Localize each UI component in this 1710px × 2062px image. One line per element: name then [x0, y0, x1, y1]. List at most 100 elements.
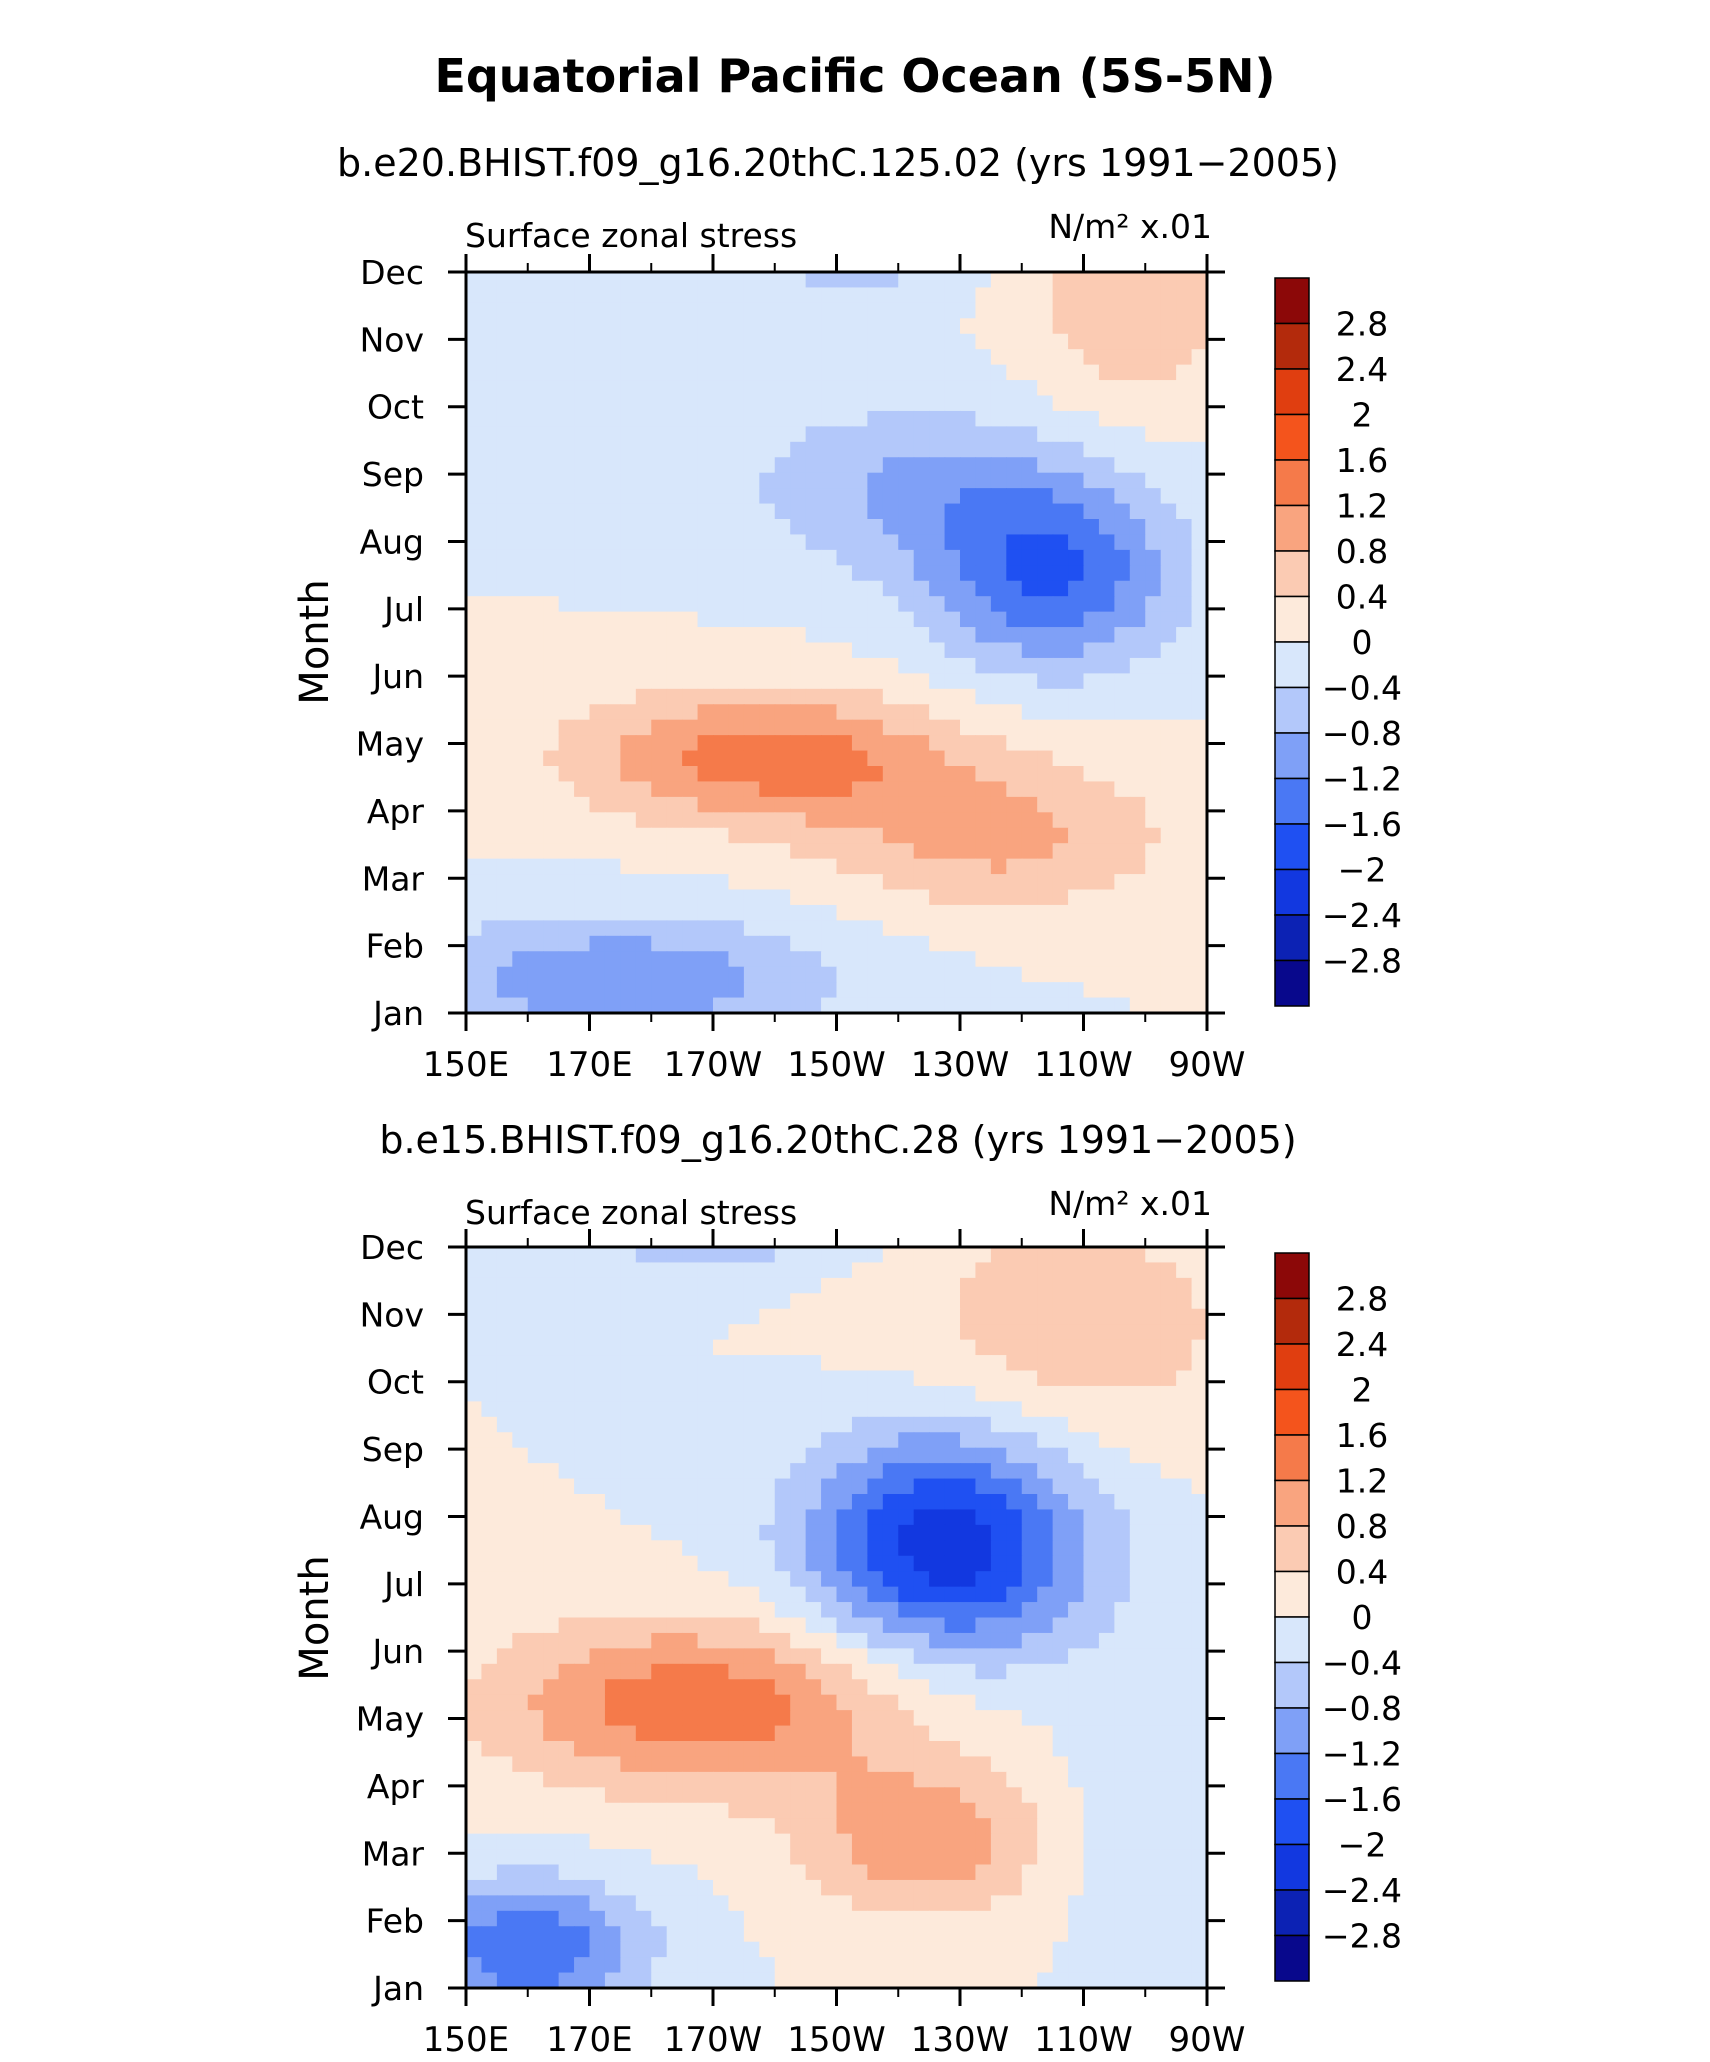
contour-cell — [574, 549, 591, 566]
contour-cell — [466, 766, 483, 783]
contour-cell — [728, 1957, 745, 1974]
colorbar-label: −1.6 — [1322, 805, 1402, 844]
contour-cell — [1006, 1355, 1023, 1372]
contour-cell — [682, 1910, 699, 1927]
contour-cell — [496, 1277, 513, 1294]
contour-cell — [836, 889, 853, 906]
contour-cell — [635, 1818, 652, 1835]
contour-cell — [1129, 843, 1146, 860]
colorbar-box — [1274, 641, 1310, 689]
contour-cell — [1037, 735, 1054, 752]
contour-cell — [882, 1663, 899, 1680]
contour-cell — [1052, 503, 1069, 520]
contour-cell — [512, 1756, 529, 1773]
contour-cell — [1006, 534, 1023, 551]
contour-cell — [1021, 1710, 1038, 1727]
contour-cell — [851, 1818, 868, 1835]
contour-cell — [960, 1524, 977, 1541]
contour-cell — [1114, 1247, 1131, 1264]
contour-cell — [635, 1679, 652, 1696]
contour-cell — [496, 1926, 513, 1943]
contour-cell — [1191, 1648, 1208, 1665]
contour-cell — [1006, 1632, 1023, 1649]
contour-cell — [975, 688, 992, 705]
contour-cell — [620, 472, 637, 489]
contour-cell — [1129, 596, 1146, 613]
contour-cell — [882, 364, 899, 381]
contour-cell — [975, 1648, 992, 1665]
contour-cell — [635, 534, 652, 551]
contour-cell — [543, 1648, 560, 1665]
contour-cell — [821, 395, 838, 412]
contour-cell — [697, 302, 714, 319]
contour-cell — [1052, 1293, 1069, 1310]
contour-cell — [481, 1262, 498, 1279]
contour-cell — [589, 735, 606, 752]
contour-cell — [1129, 1771, 1146, 1788]
contour-cell — [851, 1555, 868, 1572]
contour-cell — [651, 1617, 668, 1634]
contour-cell — [1068, 1602, 1085, 1619]
contour-cell — [527, 719, 544, 736]
contour-cell — [1083, 1741, 1100, 1758]
contour-cell — [1068, 1787, 1085, 1804]
contour-cell — [574, 997, 591, 1014]
contour-cell — [1129, 1447, 1146, 1464]
contour-cell — [666, 488, 683, 505]
contour-cell — [836, 287, 853, 304]
contour-cell — [851, 580, 868, 597]
contour-cell — [604, 1355, 621, 1372]
contour-cell — [790, 1648, 807, 1665]
contour-cell — [913, 1756, 930, 1773]
contour-cell — [805, 966, 822, 983]
contour-cell — [604, 951, 621, 968]
contour-cell — [481, 565, 498, 582]
contour-cell — [821, 1957, 838, 1974]
contour-cell — [851, 1771, 868, 1788]
contour-cell — [481, 1879, 498, 1896]
contour-cell — [466, 1864, 483, 1881]
contour-cell — [651, 1910, 668, 1927]
contour-cell — [589, 272, 606, 289]
contour-cell — [1052, 565, 1069, 582]
contour-cell — [975, 1262, 992, 1279]
contour-cell — [929, 1648, 946, 1665]
contour-cell — [1114, 410, 1131, 427]
contour-cell — [651, 1416, 668, 1433]
contour-cell — [805, 1293, 822, 1310]
contour-cell — [867, 519, 884, 536]
contour-cell — [898, 1540, 915, 1557]
contour-cell — [666, 1586, 683, 1603]
contour-cell — [1006, 1308, 1023, 1325]
contour-cell — [836, 812, 853, 829]
contour-cell — [821, 1910, 838, 1927]
contour-cell — [1176, 1663, 1193, 1680]
contour-cell — [759, 1694, 776, 1711]
contour-cell — [1052, 1833, 1069, 1850]
contour-cell — [1083, 410, 1100, 427]
contour-cell — [1037, 704, 1054, 721]
contour-cell — [1191, 1277, 1208, 1294]
contour-cell — [635, 1632, 652, 1649]
contour-cell — [543, 1957, 560, 1974]
contour-cell — [543, 843, 560, 860]
contour-cell — [821, 380, 838, 397]
contour-cell — [944, 874, 961, 891]
contour-cell — [1068, 1370, 1085, 1387]
x-tick-label: 150W — [787, 2020, 886, 2060]
contour-cell — [759, 719, 776, 736]
contour-cell — [651, 410, 668, 427]
contour-cell — [543, 1895, 560, 1912]
contour-cell — [1083, 827, 1100, 844]
contour-cell — [543, 1663, 560, 1680]
contour-cell — [1021, 364, 1038, 381]
contour-cell — [882, 874, 899, 891]
contour-cell — [682, 1355, 699, 1372]
contour-cell — [1191, 735, 1208, 752]
contour-cell — [1021, 395, 1038, 412]
contour-cell — [651, 642, 668, 659]
contour-cell — [1083, 1710, 1100, 1727]
contour-cell — [774, 874, 791, 891]
contour-cell — [913, 920, 930, 937]
contour-cell — [882, 1910, 899, 1927]
